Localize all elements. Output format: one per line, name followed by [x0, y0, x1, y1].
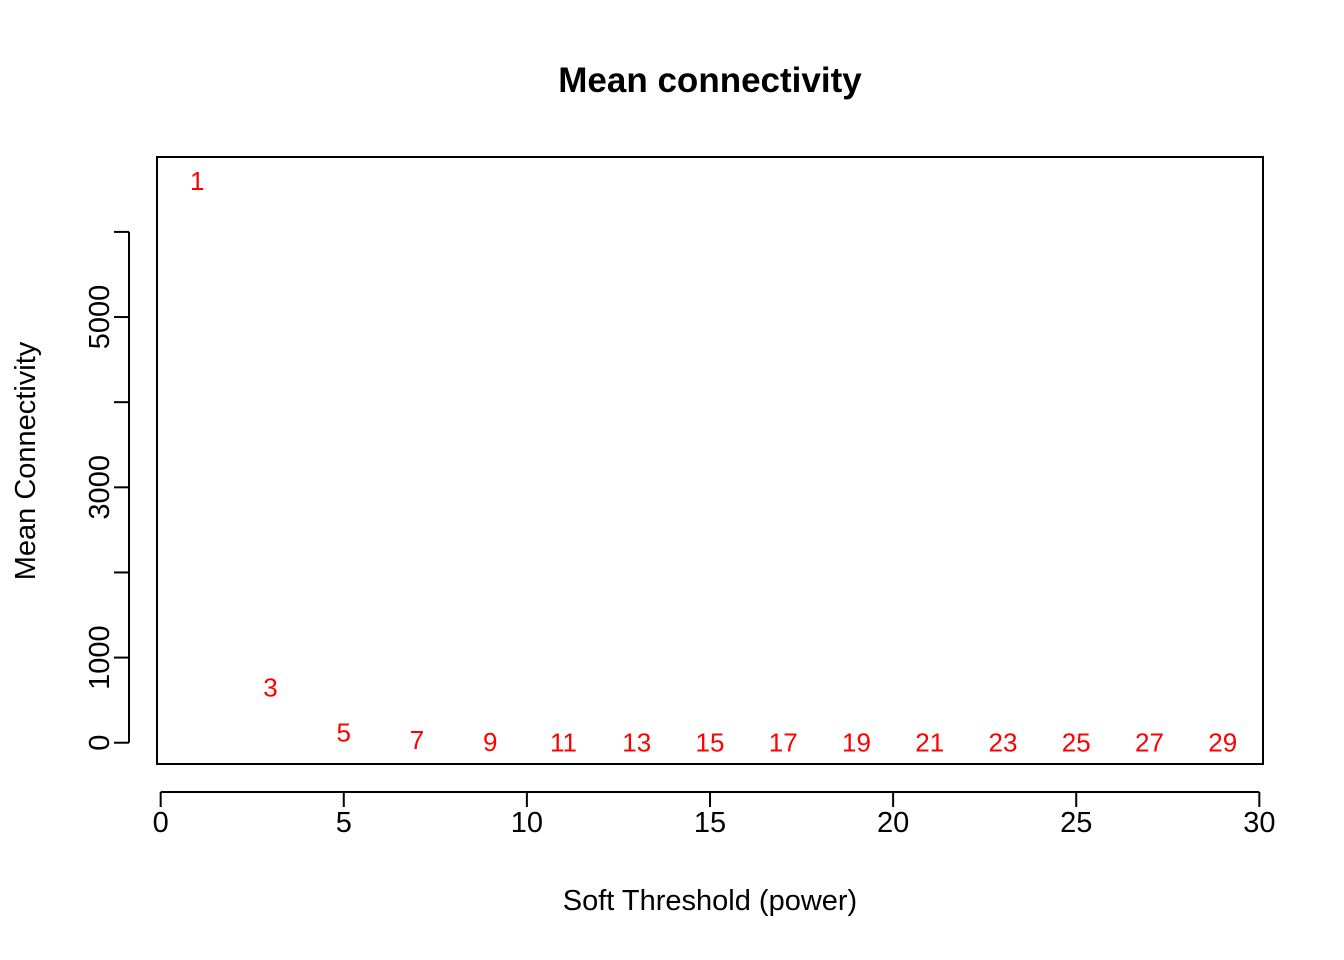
x-tick-label: 30: [1243, 807, 1275, 839]
data-point-label: 19: [842, 728, 871, 758]
data-point-label: 27: [1135, 728, 1164, 758]
y-tick-label: 5000: [84, 285, 116, 350]
data-point-label: 23: [989, 728, 1018, 758]
data-point-label: 29: [1208, 728, 1237, 758]
plot-frame: [156, 156, 1264, 765]
data-point-label: 7: [410, 725, 424, 755]
data-point-label: 17: [769, 728, 798, 758]
data-point-label: 11: [550, 727, 577, 757]
x-tick-label: 5: [336, 807, 352, 839]
y-tick-label: 1000: [84, 625, 116, 690]
data-point-label: 15: [696, 728, 725, 758]
y-tick-label: 0: [84, 735, 116, 751]
data-point-label: 3: [263, 672, 277, 702]
x-tick-label: 0: [153, 807, 169, 839]
x-axis-label: Soft Threshold (power): [563, 885, 857, 917]
x-tick-label: 20: [877, 807, 909, 839]
data-point-label: 21: [915, 728, 944, 758]
data-point-label: 5: [337, 718, 351, 748]
x-tick-label: 10: [511, 807, 543, 839]
y-tick-label: 3000: [84, 455, 116, 520]
data-points: 135 7 9 11 13 15 17 19 21 23 25 27 29: [190, 166, 1237, 758]
y-axis-label: Mean Connectivity: [10, 341, 42, 580]
x-tick-label: 25: [1060, 807, 1092, 839]
y-axis: 0 1000 3000 5000: [84, 230, 130, 751]
data-point-label: 1: [190, 166, 204, 196]
chart-title: Mean connectivity: [558, 61, 862, 100]
data-point-label: 25: [1062, 728, 1091, 758]
data-point-label: 13: [622, 728, 651, 758]
data-point-label: 9: [483, 727, 497, 757]
x-axis: 0 5 10 15 20 25 30: [153, 791, 1275, 839]
x-tick-label: 15: [694, 807, 726, 839]
